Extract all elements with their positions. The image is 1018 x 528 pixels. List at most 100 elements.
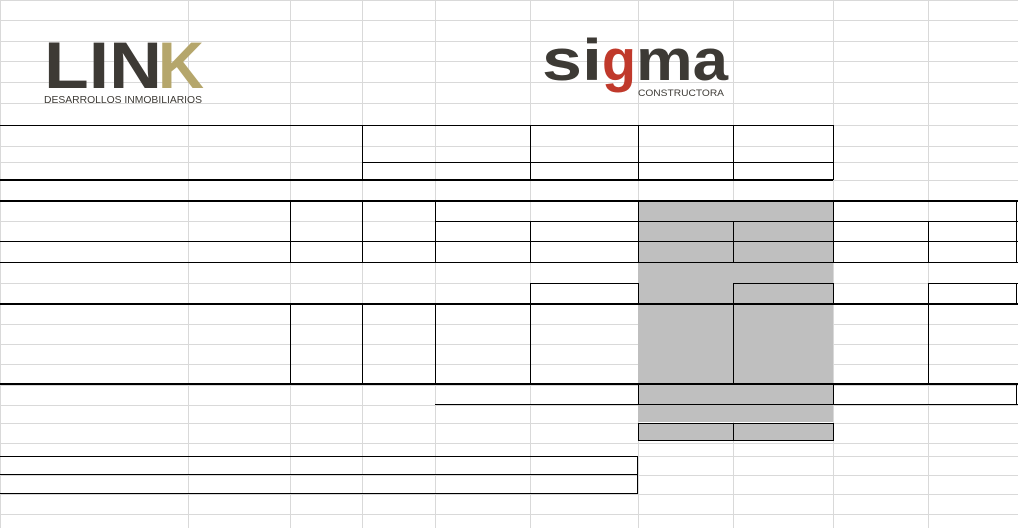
border-v (530, 283, 531, 385)
border-v (928, 283, 929, 385)
precio-link-pu-currency (841, 242, 853, 262)
lopez-pu-currency (646, 242, 658, 262)
border-h (0, 303, 1018, 305)
border-v (530, 221, 531, 262)
tax-label-iva (3, 304, 183, 324)
link-logo: LIN K DESARROLLOS INMOBILIARIOS (44, 36, 204, 106)
gridline-horizontal (0, 344, 1018, 345)
lopez-header (638, 201, 833, 221)
precio-link-ptotal-value (946, 283, 1012, 304)
precio-link-tax-2-dash (946, 344, 998, 364)
border-v (530, 125, 531, 180)
svg-text:si: si (542, 34, 602, 93)
gridline-vertical (530, 0, 531, 528)
border-v (638, 423, 639, 441)
lopez-pfinal-currency (739, 385, 751, 405)
lopez-tax-0-dash (751, 304, 813, 324)
gridline-horizontal (0, 20, 1018, 21)
border-v (435, 200, 436, 262)
jose-pu-value (455, 242, 524, 262)
lopez-tax-2-currency (739, 344, 751, 364)
border-h (0, 125, 833, 126)
lopez-ptotal-currency (739, 283, 751, 304)
border-h (0, 493, 638, 494)
border-h (0, 262, 1018, 263)
jose-tax-1-pct (435, 324, 528, 344)
jose-tax-3-dash (548, 364, 618, 384)
precio-link-pfinal-currency (934, 385, 946, 405)
precio-link-tax-0-dash (946, 304, 998, 324)
border-v (1016, 283, 1017, 304)
jose-tax-3-currency (536, 364, 548, 384)
jose-tax-0-currency (536, 304, 548, 324)
border-h (0, 383, 1018, 385)
border-h (733, 283, 833, 284)
jose-tax-2-currency (536, 344, 548, 364)
nota-label (4, 476, 44, 493)
precio-link-ptotal-label (833, 283, 926, 304)
jose-pfinal-value (548, 385, 632, 405)
precio-link-tax-3-dash (946, 364, 998, 384)
compra-currency (644, 162, 658, 180)
saldo-presp-label-2 (530, 143, 638, 163)
border-v (833, 200, 834, 262)
presupuesto-original-label (362, 143, 530, 163)
jose-tax-0-pct (435, 304, 528, 324)
lopez-tax-3-pct (638, 364, 731, 384)
forma-pago (4, 457, 634, 474)
gridline-vertical (435, 0, 436, 528)
border-v (833, 125, 834, 180)
svg-text:ma: ma (636, 34, 729, 93)
svg-text:LIN: LIN (44, 36, 162, 102)
border-v (833, 283, 834, 304)
border-h (928, 283, 1018, 284)
gridline-horizontal (0, 61, 1018, 62)
lopez-ptotal-label (638, 283, 731, 304)
gridline-horizontal (0, 494, 1018, 495)
tax-label-ib (3, 324, 183, 344)
jose-pfinal-label (435, 385, 528, 405)
saldo-presp-value (550, 162, 634, 180)
jose-tax-2-pct (435, 344, 528, 364)
item-un (290, 242, 362, 262)
border-h (0, 179, 833, 181)
saldo-currency (740, 162, 754, 180)
precio-link-pu-value (853, 242, 922, 262)
shajor-label (642, 424, 730, 441)
border-v (833, 385, 834, 405)
lopez-tax-3-currency (739, 364, 751, 384)
jose-tax-0-dash (548, 304, 618, 324)
gridline-horizontal (0, 475, 1018, 476)
lopez-pfinal-value (751, 385, 827, 405)
lopez-tax-0-currency (739, 304, 751, 324)
gridline-vertical (833, 0, 834, 528)
border-v (733, 423, 734, 441)
lopez-sub-value (751, 242, 827, 262)
fecha-label (4, 104, 184, 126)
gridline-horizontal (0, 443, 1018, 444)
precio-link-sub-currency (934, 242, 946, 262)
lopez-pu-value (658, 242, 727, 262)
border-v (638, 200, 639, 262)
gridline-horizontal (0, 364, 1018, 365)
precio-link-tax-2-pct (833, 344, 926, 364)
precio-link-tax-1-currency (934, 324, 946, 344)
jose-pu-header (437, 221, 530, 241)
jose-tax-1-currency (536, 324, 548, 344)
lopez-pu-header (640, 221, 733, 241)
lopez-shade (638, 200, 833, 422)
gridline-horizontal (0, 385, 1018, 386)
lopez-tax-2-pct (638, 344, 731, 364)
gridline-horizontal (0, 283, 1018, 284)
border-h (530, 283, 638, 284)
jose-subtotal-header (532, 221, 638, 241)
border-h (435, 404, 1018, 405)
precio-link-header (833, 201, 1018, 221)
precio-link-pfinal-value (946, 385, 1012, 405)
svg-text:DESARROLLOS INMOBILIARIOS: DESARROLLOS INMOBILIARIOS (44, 94, 202, 106)
border-h (638, 440, 833, 441)
border-v (928, 221, 929, 262)
border-v (290, 200, 291, 262)
precio-link-tax-1-dash (946, 324, 998, 344)
